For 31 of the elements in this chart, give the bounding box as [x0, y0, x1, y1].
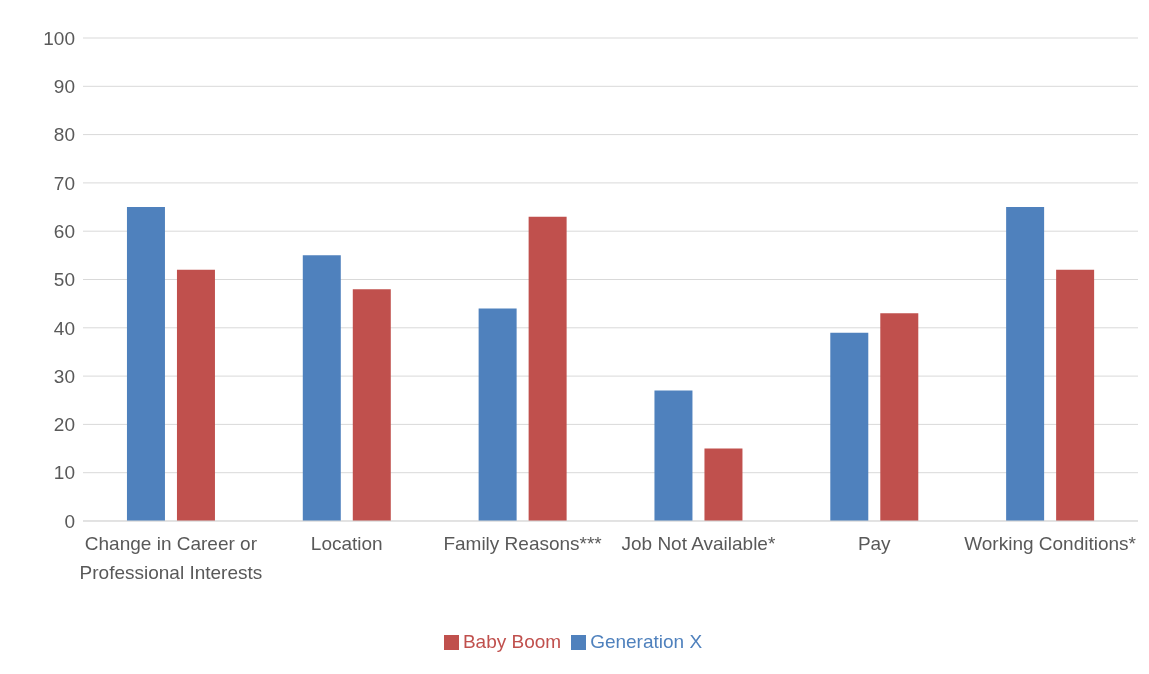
- legend-label: Generation X: [590, 631, 703, 652]
- x-tick-label: Working Conditions*: [964, 533, 1137, 555]
- y-tick-label: 0: [64, 510, 75, 532]
- bar: [1056, 269, 1095, 521]
- bar: [302, 255, 341, 521]
- y-tick-label: 90: [53, 76, 75, 98]
- y-tick-label: 20: [53, 414, 75, 436]
- bar: [528, 216, 567, 521]
- y-tick-label: 100: [43, 27, 75, 49]
- x-tick-label: Family Reasons***: [443, 533, 603, 555]
- bar: [654, 390, 693, 521]
- bar: [880, 313, 919, 521]
- y-tick-label: 80: [53, 124, 75, 146]
- x-tick-label: Location: [310, 533, 383, 555]
- bar: [126, 207, 165, 521]
- bar: [176, 269, 215, 521]
- x-tick-label: Change in Career or Professional Interests: [79, 533, 263, 584]
- bar: [830, 332, 869, 521]
- y-tick-label: 60: [53, 220, 75, 242]
- bar: [1006, 207, 1045, 521]
- y-tick-label: 40: [53, 317, 75, 339]
- y-tick-label: 50: [53, 269, 75, 291]
- bar: [478, 308, 517, 521]
- x-tick-label: Job Not Available*: [621, 533, 776, 555]
- y-tick-label: 10: [53, 462, 75, 484]
- legend-label: Baby Boom: [462, 631, 562, 652]
- y-tick-label: 70: [53, 172, 75, 194]
- x-tick-label: Pay: [857, 533, 892, 555]
- bar: [704, 448, 743, 521]
- y-tick-label: 30: [53, 365, 75, 387]
- bar: [352, 289, 391, 521]
